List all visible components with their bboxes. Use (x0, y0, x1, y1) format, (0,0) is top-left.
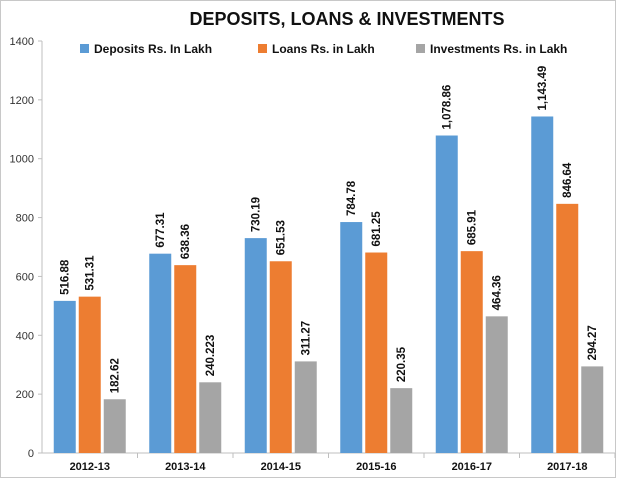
data-label: 311.27 (301, 321, 313, 356)
bar (556, 203, 579, 453)
legend-item: Deposits Rs. In Lakh (80, 42, 212, 56)
y-tick-label: 200 (16, 389, 34, 401)
data-label: 784.78 (346, 180, 358, 216)
data-label: 240.223 (205, 335, 217, 377)
data-label: 846.64 (562, 162, 574, 198)
bar (460, 251, 483, 453)
data-label: 681.25 (371, 211, 383, 247)
bar (244, 238, 267, 453)
chart-title: DEPOSITS, LOANS & INVESTMENTS (189, 9, 504, 29)
x-category-label: 2014-15 (261, 461, 301, 473)
legend-label: Deposits Rs. In Lakh (94, 42, 212, 56)
bar (581, 366, 604, 453)
legend-item: Investments Rs. in Lakh (416, 42, 567, 56)
y-tick-label: 800 (16, 213, 34, 225)
legend-label: Investments Rs. in Lakh (430, 42, 567, 56)
bar (53, 300, 76, 453)
x-category-label: 2015-16 (356, 461, 396, 473)
bar (294, 361, 317, 453)
data-label: 464.36 (492, 275, 504, 310)
y-tick-label: 1400 (10, 36, 34, 48)
data-label: 638.36 (180, 224, 192, 259)
bar (485, 316, 508, 453)
data-labels: 516.88 531.31 182.62 677.31 638.36 240.223 730… (60, 66, 600, 394)
x-category-label: 2016-17 (452, 461, 492, 473)
bar (340, 222, 363, 453)
data-label: 685.91 (467, 209, 479, 245)
chart-frame: DEPOSITS, LOANS & INVESTMENTS Deposits R… (0, 0, 616, 478)
data-label: 651.53 (276, 220, 288, 255)
legend: Deposits Rs. In Lakh Loans Rs. in Lakh Inv… (80, 42, 567, 56)
bar (174, 265, 197, 453)
bar (199, 382, 222, 453)
bars (53, 116, 604, 454)
legend-item: Loans Rs. in Lakh (258, 42, 375, 56)
data-label: 677.31 (155, 212, 167, 248)
data-label: 516.88 (60, 259, 72, 295)
bar (149, 253, 172, 453)
data-label: 531.31 (85, 255, 97, 291)
data-label: 220.35 (396, 346, 408, 382)
legend-label: Loans Rs. in Lakh (272, 42, 375, 56)
bar-chart: DEPOSITS, LOANS & INVESTMENTS Deposits R… (10, 9, 616, 473)
bar (365, 252, 388, 453)
legend-swatch (80, 44, 89, 53)
axes: 0 200 400 600 800 1000 1200 1400 2012-13 2013-14 2… (10, 36, 616, 473)
y-tick-label: 0 (28, 448, 34, 460)
x-category-label: 2013-14 (165, 461, 206, 473)
data-label: 730.19 (251, 197, 263, 232)
data-label: 1,143.49 (537, 66, 549, 111)
bar (269, 261, 292, 453)
data-label: 182.62 (110, 358, 122, 393)
bar (531, 116, 554, 453)
data-label: 294.27 (587, 325, 599, 360)
legend-swatch (258, 44, 267, 53)
y-tick-label: 1000 (10, 154, 34, 166)
y-tick-label: 1200 (10, 95, 34, 107)
bar (78, 296, 101, 453)
x-category-label: 2012-13 (70, 461, 110, 473)
x-category-label: 2017-18 (547, 461, 587, 473)
y-tick-label: 600 (16, 271, 34, 283)
bar (435, 135, 458, 454)
bar (103, 399, 126, 453)
legend-swatch (416, 44, 425, 53)
y-tick-label: 400 (16, 330, 34, 342)
data-label: 1,078.86 (442, 85, 454, 130)
bar (390, 388, 413, 453)
